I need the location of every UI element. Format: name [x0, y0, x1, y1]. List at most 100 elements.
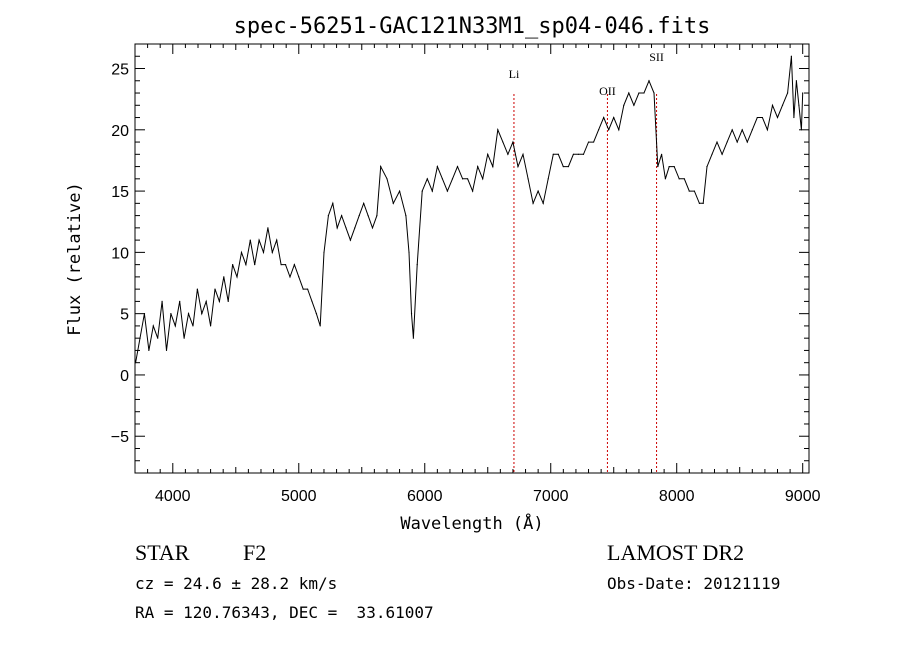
spectrum-point: [771, 104, 774, 106]
spectrum-point: [327, 215, 329, 217]
spectrum-point: [227, 300, 229, 302]
chart-title: spec-56251-GAC121N33M1_sp04-046.fits: [234, 14, 711, 39]
spectrum-point: [143, 313, 146, 315]
spectrum-point: [487, 153, 489, 155]
spectrum-point: [245, 264, 247, 266]
spectrum-point: [706, 165, 708, 168]
x-tick-label: 5000: [281, 488, 317, 505]
spectrum-point: [461, 178, 464, 180]
x-tick-label: 7000: [533, 488, 569, 505]
spectrum-point: [800, 129, 803, 131]
spectrum-point: [358, 215, 360, 217]
spectrum-point: [262, 251, 265, 253]
spectrum-point: [628, 92, 630, 94]
x-tick-label: 4000: [155, 488, 191, 505]
spectrum-point: [786, 92, 789, 94]
spectrum-point: [793, 116, 795, 119]
spectrum-point: [746, 141, 748, 143]
spectrum-point: [557, 153, 559, 155]
spectrum-point: [502, 141, 504, 143]
spectrum-point: [446, 190, 449, 192]
spectrum-point: [598, 129, 600, 131]
y-tick-label: −5: [111, 429, 129, 446]
spectrum-point: [205, 300, 207, 302]
spectrum-point: [698, 202, 700, 204]
spectrum-point: [192, 325, 194, 327]
spectrum-point: [280, 264, 282, 266]
spectrum-point: [196, 288, 198, 290]
spectrum-point: [218, 300, 221, 302]
spectrum-point: [623, 104, 625, 106]
spectrum-point: [367, 215, 369, 217]
spectrum-point: [721, 153, 723, 155]
subclass: F2: [243, 540, 267, 565]
spectrum-point: [139, 337, 141, 339]
object-type: STAR: [135, 540, 190, 565]
spectrum-point: [673, 165, 675, 168]
spectrum-point: [315, 313, 318, 315]
spectrum-point: [661, 153, 663, 155]
spectrum-point: [311, 300, 313, 302]
spectrum-point: [716, 141, 718, 143]
spectrum-point: [157, 337, 159, 339]
spectrum-point: [613, 116, 615, 119]
spectrum-point: [174, 325, 176, 327]
y-tick-label: 0: [120, 368, 129, 385]
observation-date: Obs-Date: 20121119: [607, 574, 781, 593]
spectrum-point: [512, 141, 514, 143]
spectrum-point: [567, 165, 569, 168]
spectrum-point: [542, 202, 544, 204]
spectrum-point: [711, 153, 713, 155]
spectrum-point: [618, 129, 620, 131]
spectrum-point: [341, 215, 343, 217]
axis-ticks: 4000 5000 6000 7000 8000 9000 −5 0 5 10 15 20 25: [111, 43, 821, 505]
y-tick-label: 5: [120, 307, 129, 324]
spectrum-point: [232, 264, 234, 266]
spectrum-point: [633, 104, 635, 106]
spectrum-point: [643, 92, 645, 94]
annotation-label: SII: [649, 50, 664, 64]
spectrum-point: [547, 178, 549, 180]
spectrum-point: [802, 92, 804, 94]
spectrum-point: [781, 104, 784, 106]
y-tick-label: 10: [111, 245, 129, 262]
spectrum-point: [756, 116, 758, 119]
spectrum-point: [532, 202, 534, 204]
spectrum-point: [441, 178, 443, 180]
spectrum-point: [638, 92, 640, 94]
spectrum-point: [653, 92, 655, 94]
spectrum-point: [527, 178, 529, 180]
x-tick-label: 8000: [659, 488, 695, 505]
spectrum-point: [371, 227, 374, 229]
spectrum-point: [349, 239, 352, 241]
spectrum-point: [648, 80, 650, 82]
spectrum-point: [482, 178, 484, 180]
spectrum-point: [603, 116, 605, 119]
spectrum-point: [267, 227, 269, 229]
spectrum-point: [336, 227, 338, 229]
spectrum-point: [170, 313, 172, 315]
y-tick-label: 20: [111, 123, 129, 140]
y-tick-label: 15: [111, 184, 129, 201]
spectrum-point: [319, 325, 321, 327]
spectrum-point: [271, 251, 273, 253]
spectrum-point: [276, 239, 278, 241]
spectrum-point: [293, 264, 295, 266]
spectrum-point: [214, 288, 216, 290]
spectrum-point: [731, 129, 733, 131]
spectrum-point: [152, 325, 154, 327]
x-axis-label: Wavelength (Å): [400, 512, 543, 534]
spectrum-point: [472, 190, 474, 192]
spectrum-point: [179, 300, 181, 302]
spectrum-point: [148, 349, 150, 352]
spectrum-point: [436, 165, 438, 168]
spectrum-point: [236, 276, 238, 278]
spectrum-point: [688, 190, 690, 192]
spectrum-point: [249, 239, 251, 241]
spectrum-point: [363, 202, 365, 204]
survey-name: LAMOST DR2: [607, 540, 745, 565]
spectrum-point: [798, 104, 800, 106]
spectrum-point: [522, 153, 524, 155]
spectrum-point: [678, 178, 680, 180]
spectrum-point: [736, 141, 738, 143]
